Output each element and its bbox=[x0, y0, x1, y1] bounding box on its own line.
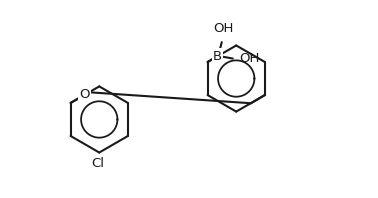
Text: OH: OH bbox=[240, 52, 260, 65]
Text: OH: OH bbox=[213, 22, 234, 35]
Text: B: B bbox=[213, 50, 222, 63]
Text: Cl: Cl bbox=[91, 157, 104, 170]
Text: O: O bbox=[79, 88, 90, 101]
